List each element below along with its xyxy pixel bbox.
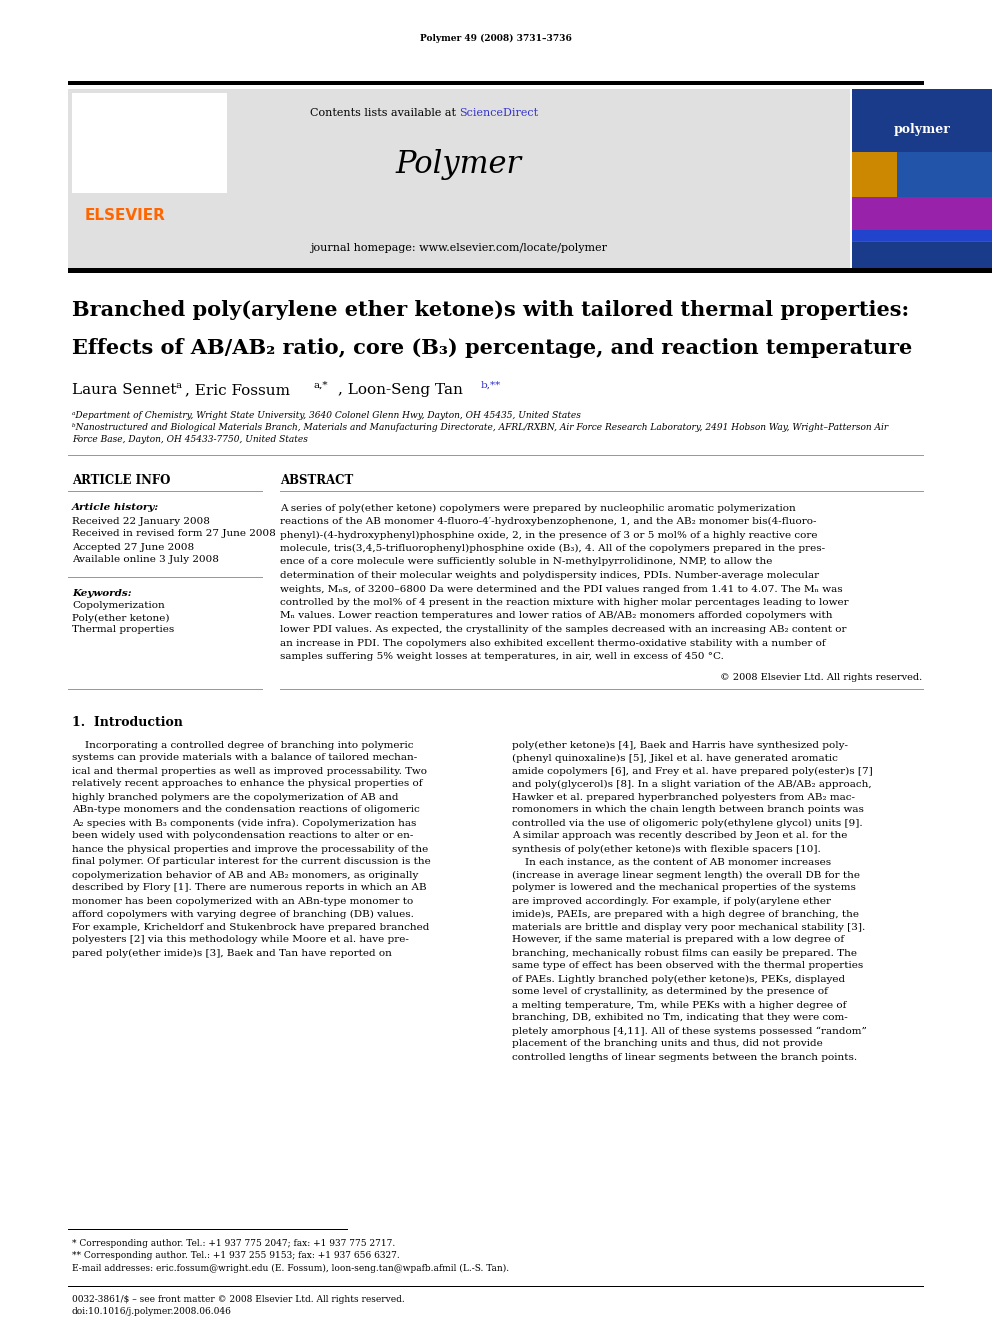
Text: been widely used with polycondensation reactions to alter or en-: been widely used with polycondensation r… — [72, 831, 414, 840]
Text: In each instance, as the content of AB monomer increases: In each instance, as the content of AB m… — [512, 857, 831, 867]
Text: weights, Mₙs, of 3200–6800 Da were determined and the PDI values ranged from 1.4: weights, Mₙs, of 3200–6800 Da were deter… — [280, 585, 842, 594]
Text: polyesters [2] via this methodology while Moore et al. have pre-: polyesters [2] via this methodology whil… — [72, 935, 409, 945]
Bar — [852, 89, 992, 271]
Text: ScienceDirect: ScienceDirect — [459, 108, 538, 118]
Text: afford copolymers with varying degree of branching (DB) values.: afford copolymers with varying degree of… — [72, 909, 414, 918]
Text: journal homepage: www.elsevier.com/locate/polymer: journal homepage: www.elsevier.com/locat… — [310, 243, 607, 253]
Text: Branched poly(arylene ether ketone)s with tailored thermal properties:: Branched poly(arylene ether ketone)s wit… — [72, 300, 909, 320]
Text: ABn-type monomers and the condensation reactions of oligomeric: ABn-type monomers and the condensation r… — [72, 806, 420, 815]
Text: Force Base, Dayton, OH 45433-7750, United States: Force Base, Dayton, OH 45433-7750, Unite… — [72, 435, 308, 445]
Text: doi:10.1016/j.polymer.2008.06.046: doi:10.1016/j.polymer.2008.06.046 — [72, 1307, 232, 1315]
Text: Available online 3 July 2008: Available online 3 July 2008 — [72, 556, 219, 565]
Text: polymer is lowered and the mechanical properties of the systems: polymer is lowered and the mechanical pr… — [512, 884, 856, 893]
Text: Accepted 27 June 2008: Accepted 27 June 2008 — [72, 542, 194, 552]
Text: monomer has been copolymerized with an ABn-type monomer to: monomer has been copolymerized with an A… — [72, 897, 414, 905]
Text: placement of the branching units and thus, did not provide: placement of the branching units and thu… — [512, 1040, 822, 1049]
Text: Received 22 January 2008: Received 22 January 2008 — [72, 516, 210, 525]
Text: an increase in PDI. The copolymers also exhibited excellent thermo-oxidative sta: an increase in PDI. The copolymers also … — [280, 639, 825, 647]
Text: E-mail addresses: eric.fossum@wright.edu (E. Fossum), loon-seng.tan@wpafb.afmil : E-mail addresses: eric.fossum@wright.edu… — [72, 1263, 509, 1273]
Bar — [72, 93, 227, 193]
Text: controlled by the mol% of 4 present in the reaction mixture with higher molar pe: controlled by the mol% of 4 present in t… — [280, 598, 848, 607]
Text: systems can provide materials with a balance of tailored mechan-: systems can provide materials with a bal… — [72, 754, 418, 762]
Bar — [68, 269, 992, 273]
Text: final polymer. Of particular interest for the current discussion is the: final polymer. Of particular interest fo… — [72, 857, 431, 867]
Text: pletely amorphous [4,11]. All of these systems possessed “random”: pletely amorphous [4,11]. All of these s… — [512, 1027, 867, 1036]
Text: ELSEVIER: ELSEVIER — [84, 208, 166, 222]
Text: phenyl)-(4-hydroxyphenyl)phosphine oxide, 2, in the presence of 3 or 5 mol% of a: phenyl)-(4-hydroxyphenyl)phosphine oxide… — [280, 531, 817, 540]
Text: * Corresponding author. Tel.: +1 937 775 2047; fax: +1 937 775 2717.: * Corresponding author. Tel.: +1 937 775… — [72, 1240, 395, 1249]
Text: Poly(ether ketone): Poly(ether ketone) — [72, 614, 170, 623]
Text: Contents lists available at: Contents lists available at — [310, 108, 459, 118]
Text: some level of crystallinity, as determined by the presence of: some level of crystallinity, as determin… — [512, 987, 828, 996]
Text: A₂ species with B₃ components (vide infra). Copolymerization has: A₂ species with B₃ components (vide infr… — [72, 819, 417, 828]
Text: synthesis of poly(ether ketone)s with flexible spacers [10].: synthesis of poly(ether ketone)s with fl… — [512, 844, 820, 853]
Text: Effects of AB/AB₂ ratio, core (B₃) percentage, and reaction temperature: Effects of AB/AB₂ ratio, core (B₃) perce… — [72, 337, 913, 359]
Text: a: a — [175, 381, 182, 389]
Text: , Loon-Seng Tan: , Loon-Seng Tan — [338, 382, 468, 397]
Text: ical and thermal properties as well as improved processability. Two: ical and thermal properties as well as i… — [72, 766, 427, 775]
Text: ence of a core molecule were sufficiently soluble in N-methylpyrrolidinone, NMP,: ence of a core molecule were sufficientl… — [280, 557, 773, 566]
Text: Copolymerization: Copolymerization — [72, 602, 165, 610]
Text: 1.  Introduction: 1. Introduction — [72, 716, 183, 729]
Text: are improved accordingly. For example, if poly(arylene ether: are improved accordingly. For example, i… — [512, 897, 831, 905]
Text: Keywords:: Keywords: — [72, 589, 132, 598]
Text: a melting temperature, Tm, while PEKs with a higher degree of: a melting temperature, Tm, while PEKs wi… — [512, 1000, 846, 1009]
Text: Incorporating a controlled degree of branching into polymeric: Incorporating a controlled degree of bra… — [72, 741, 414, 750]
Bar — [852, 197, 992, 242]
Text: A similar approach was recently described by Jeon et al. for the: A similar approach was recently describe… — [512, 831, 847, 840]
Text: imide)s, PAEIs, are prepared with a high degree of branching, the: imide)s, PAEIs, are prepared with a high… — [512, 909, 859, 918]
Text: described by Flory [1]. There are numerous reports in which an AB: described by Flory [1]. There are numero… — [72, 884, 427, 893]
Text: ABSTRACT: ABSTRACT — [280, 474, 353, 487]
Text: copolymerization behavior of AB and AB₂ monomers, as originally: copolymerization behavior of AB and AB₂ … — [72, 871, 419, 880]
Text: Polymer 49 (2008) 3731–3736: Polymer 49 (2008) 3731–3736 — [420, 33, 572, 42]
Text: molecule, tris(3,4,5-trifluorophenyl)phosphine oxide (B₃), 4. All of the copolym: molecule, tris(3,4,5-trifluorophenyl)pho… — [280, 544, 825, 553]
Text: b,**: b,** — [481, 381, 501, 389]
Text: hance the physical properties and improve the processability of the: hance the physical properties and improv… — [72, 844, 429, 853]
Text: Mₙ values. Lower reaction temperatures and lower ratios of AB/AB₂ monomers affor: Mₙ values. Lower reaction temperatures a… — [280, 611, 832, 620]
Text: Laura Sennet: Laura Sennet — [72, 382, 182, 397]
Text: and poly(glycerol)s [8]. In a slight variation of the AB/AB₂ approach,: and poly(glycerol)s [8]. In a slight var… — [512, 779, 872, 789]
Text: However, if the same material is prepared with a low degree of: However, if the same material is prepare… — [512, 935, 844, 945]
Text: amide copolymers [6], and Frey et al. have prepared poly(ester)s [7]: amide copolymers [6], and Frey et al. ha… — [512, 766, 873, 775]
Text: highly branched polymers are the copolymerization of AB and: highly branched polymers are the copolym… — [72, 792, 399, 802]
Text: relatively recent approaches to enhance the physical properties of: relatively recent approaches to enhance … — [72, 779, 423, 789]
Text: Received in revised form 27 June 2008: Received in revised form 27 June 2008 — [72, 529, 276, 538]
Bar — [68, 81, 924, 85]
Text: reactions of the AB monomer 4-fluoro-4′-hydroxybenzophenone, 1, and the AB₂ mono: reactions of the AB monomer 4-fluoro-4′-… — [280, 517, 816, 527]
Text: of PAEs. Lightly branched poly(ether ketone)s, PEKs, displayed: of PAEs. Lightly branched poly(ether ket… — [512, 975, 845, 983]
Bar — [852, 230, 992, 241]
Text: For example, Kricheldorf and Stukenbrock have prepared branched: For example, Kricheldorf and Stukenbrock… — [72, 922, 430, 931]
Text: romonomers in which the chain length between branch points was: romonomers in which the chain length bet… — [512, 806, 864, 815]
Text: © 2008 Elsevier Ltd. All rights reserved.: © 2008 Elsevier Ltd. All rights reserved… — [720, 673, 922, 683]
Text: controlled via the use of oligomeric poly(ethylene glycol) units [9].: controlled via the use of oligomeric pol… — [512, 819, 863, 828]
Text: ᵃDepartment of Chemistry, Wright State University, 3640 Colonel Glenn Hwy, Dayto: ᵃDepartment of Chemistry, Wright State U… — [72, 410, 581, 419]
Text: (increase in average linear segment length) the overall DB for the: (increase in average linear segment leng… — [512, 871, 860, 880]
Text: poly(ether ketone)s [4], Baek and Harris have synthesized poly-: poly(ether ketone)s [4], Baek and Harris… — [512, 741, 848, 750]
Text: same type of effect has been observed with the thermal properties: same type of effect has been observed wi… — [512, 962, 863, 971]
Text: (phenyl quinoxaline)s [5], Jikel et al. have generated aromatic: (phenyl quinoxaline)s [5], Jikel et al. … — [512, 753, 838, 762]
Text: lower PDI values. As expected, the crystallinity of the samples decreased with a: lower PDI values. As expected, the cryst… — [280, 624, 846, 634]
Text: branching, DB, exhibited no Tm, indicating that they were com-: branching, DB, exhibited no Tm, indicati… — [512, 1013, 848, 1023]
Text: a,*: a,* — [313, 381, 327, 389]
Text: controlled lengths of linear segments between the branch points.: controlled lengths of linear segments be… — [512, 1053, 857, 1061]
Text: determination of their molecular weights and polydispersity indices, PDIs. Numbe: determination of their molecular weights… — [280, 572, 819, 579]
Text: , Eric Fossum: , Eric Fossum — [185, 382, 295, 397]
Text: Hawker et al. prepared hyperbranched polyesters from AB₂ mac-: Hawker et al. prepared hyperbranched pol… — [512, 792, 855, 802]
Bar — [68, 89, 850, 271]
Text: samples suffering 5% weight losses at temperatures, in air, well in excess of 45: samples suffering 5% weight losses at te… — [280, 652, 724, 662]
Text: 0032-3861/$ – see front matter © 2008 Elsevier Ltd. All rights reserved.: 0032-3861/$ – see front matter © 2008 El… — [72, 1294, 405, 1303]
Bar — [897, 152, 992, 197]
Text: Article history:: Article history: — [72, 504, 160, 512]
Text: polymer: polymer — [894, 123, 950, 136]
Text: branching, mechanically robust films can easily be prepared. The: branching, mechanically robust films can… — [512, 949, 857, 958]
Text: pared poly(ether imide)s [3], Baek and Tan have reported on: pared poly(ether imide)s [3], Baek and T… — [72, 949, 392, 958]
Text: materials are brittle and display very poor mechanical stability [3].: materials are brittle and display very p… — [512, 922, 865, 931]
Text: ᵇNanostructured and Biological Materials Branch, Materials and Manufacturing Dir: ᵇNanostructured and Biological Materials… — [72, 423, 888, 433]
Text: Thermal properties: Thermal properties — [72, 626, 175, 635]
Text: ** Corresponding author. Tel.: +1 937 255 9153; fax: +1 937 656 6327.: ** Corresponding author. Tel.: +1 937 25… — [72, 1252, 400, 1261]
Bar — [852, 152, 992, 197]
Text: Polymer: Polymer — [396, 149, 522, 180]
Text: ARTICLE INFO: ARTICLE INFO — [72, 474, 171, 487]
Text: A series of poly(ether ketone) copolymers were prepared by nucleophilic aromatic: A series of poly(ether ketone) copolymer… — [280, 504, 796, 512]
